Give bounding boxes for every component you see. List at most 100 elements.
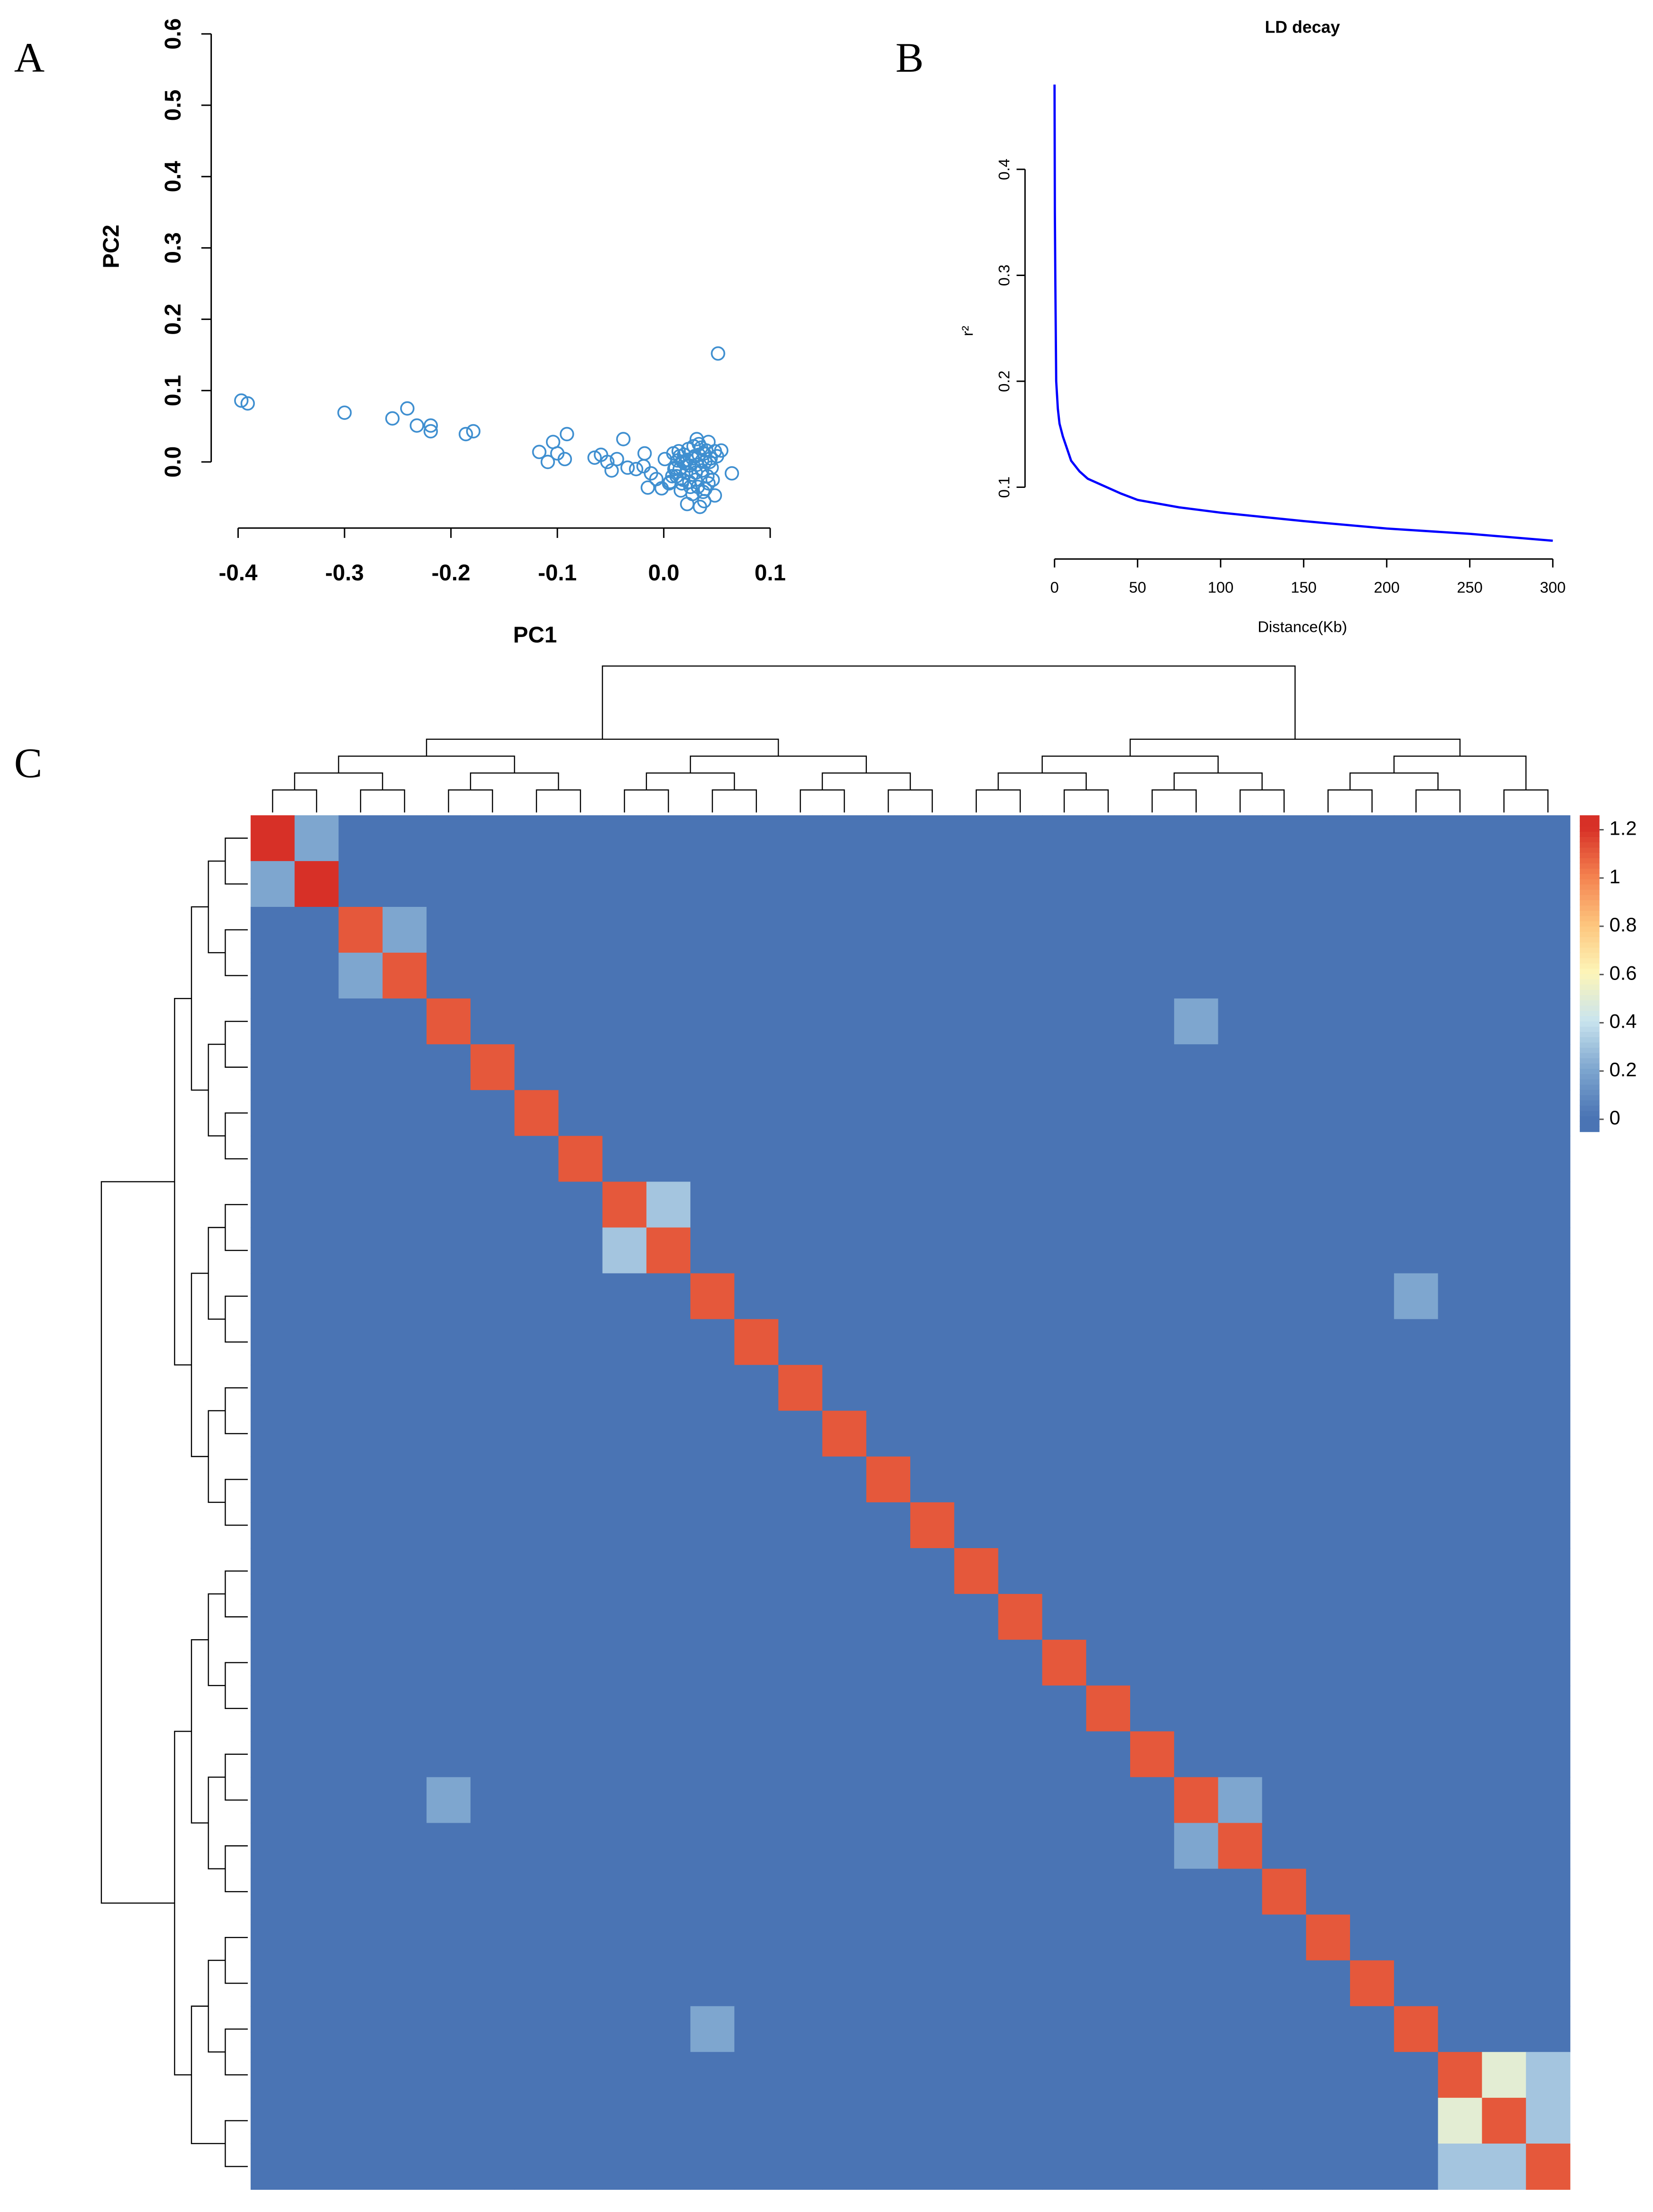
heat-cell [338, 906, 383, 953]
heat-cell [822, 2097, 867, 2144]
heat-cell [558, 1319, 603, 1366]
heat-cell [426, 1685, 471, 1732]
point [458, 427, 473, 442]
colorbar-segment [1579, 868, 1600, 874]
colorbar-segment [1579, 968, 1600, 974]
heat-cell [1438, 1777, 1483, 1824]
heat-cell [954, 2097, 999, 2144]
heat-cell [558, 2143, 603, 2190]
colorbar-segment [1579, 1089, 1600, 1096]
heat-cell [251, 1456, 295, 1503]
heat-cell [822, 1914, 867, 1961]
heat-cell [1042, 2143, 1087, 2190]
heat-cell [734, 1868, 779, 1915]
heat-cell [1394, 1868, 1439, 1915]
heat-cell [866, 861, 911, 907]
heat-cell [1174, 906, 1219, 953]
heat-cell [514, 1868, 559, 1915]
heat-cell [1042, 1502, 1087, 1549]
heat-cell [338, 2006, 383, 2053]
heat-cell [866, 2143, 911, 2190]
heat-cell [1350, 1914, 1395, 1961]
heat-cell [426, 861, 471, 907]
heat-cell [1438, 815, 1483, 862]
colorbar-segment [1579, 889, 1600, 895]
y-tick-label: 0.2 [161, 303, 186, 335]
heat-cell [294, 906, 339, 953]
heat-cell [1042, 1914, 1087, 1961]
heat-cell [866, 1777, 911, 1824]
heat-cell [382, 1777, 427, 1824]
heat-cell [690, 861, 735, 907]
heat-cell [1394, 1365, 1439, 1411]
heat-cell [998, 1502, 1043, 1549]
heat-cell [1350, 1273, 1395, 1320]
heat-cell [338, 998, 383, 1045]
heat-cell [1174, 953, 1219, 999]
point [680, 452, 695, 467]
heat-cell [910, 1319, 955, 1366]
heat-cell [558, 1044, 603, 1091]
heat-cell [1394, 1044, 1439, 1091]
heat-cell [1482, 1868, 1527, 1915]
x-tick-label: 200 [1374, 578, 1400, 596]
heat-cell [1042, 1365, 1087, 1411]
heat-cell [734, 861, 779, 907]
heat-cell [382, 2006, 427, 2053]
heat-cell [1262, 1960, 1307, 2007]
heat-cell [734, 2006, 779, 2053]
heat-cell [998, 1960, 1043, 2007]
heat-cell [690, 1960, 735, 2007]
heat-cell [382, 2052, 427, 2098]
heat-cell [954, 1640, 999, 1686]
heat-cell [1086, 1823, 1131, 1869]
colorbar-segment [1579, 941, 1600, 948]
heat-cell [1086, 1594, 1131, 1641]
heat-cell [294, 1685, 339, 1732]
heat-cell [1306, 1823, 1351, 1869]
heat-cell [954, 1319, 999, 1366]
heat-cell [998, 1548, 1043, 1594]
heat-cell [1042, 1868, 1087, 1915]
heat-cell [1218, 2143, 1263, 2190]
heat-cell [778, 1090, 823, 1137]
heat-cell [1526, 2052, 1570, 2098]
heat-cell [338, 2097, 383, 2144]
heat-cell [998, 906, 1043, 953]
heat-cell [646, 1640, 691, 1686]
heat-cell [1218, 1640, 1263, 1686]
heat-cell [382, 2143, 427, 2190]
heat-cell [1438, 2052, 1483, 2098]
heat-cell [1262, 1273, 1307, 1320]
heat-cell [251, 2097, 295, 2144]
heat-cell [514, 861, 559, 907]
colorbar-segment [1579, 1099, 1600, 1106]
heat-cell [1394, 1823, 1439, 1869]
heat-cell [1174, 1044, 1219, 1091]
heat-cell [514, 1823, 559, 1869]
x-axis-label: PC1 [513, 623, 557, 648]
colorbar-segment [1579, 915, 1600, 922]
heat-cell [1174, 1548, 1219, 1594]
heat-cell [998, 1868, 1043, 1915]
colorbar-segment [1579, 1105, 1600, 1111]
heat-cell [1086, 1090, 1131, 1137]
heat-cell [1086, 1960, 1131, 2007]
colorbar-segment [1579, 878, 1600, 885]
colorbar-segment [1579, 1015, 1600, 1022]
heat-cell [382, 1731, 427, 1778]
heat-cell [338, 1594, 383, 1641]
heat-cell [470, 1960, 515, 2007]
heat-cell [866, 1914, 911, 1961]
heat-cell [998, 998, 1043, 1045]
heat-cell [734, 2143, 779, 2190]
heat-cell [1042, 1273, 1087, 1320]
heat-cell [1306, 815, 1351, 862]
dendrogram [602, 665, 1296, 739]
heat-cell [778, 1227, 823, 1274]
heat-cell [558, 906, 603, 953]
point [691, 436, 706, 452]
heat-cell [910, 2097, 955, 2144]
heat-cell [470, 1502, 515, 1549]
heat-cell [514, 906, 559, 953]
